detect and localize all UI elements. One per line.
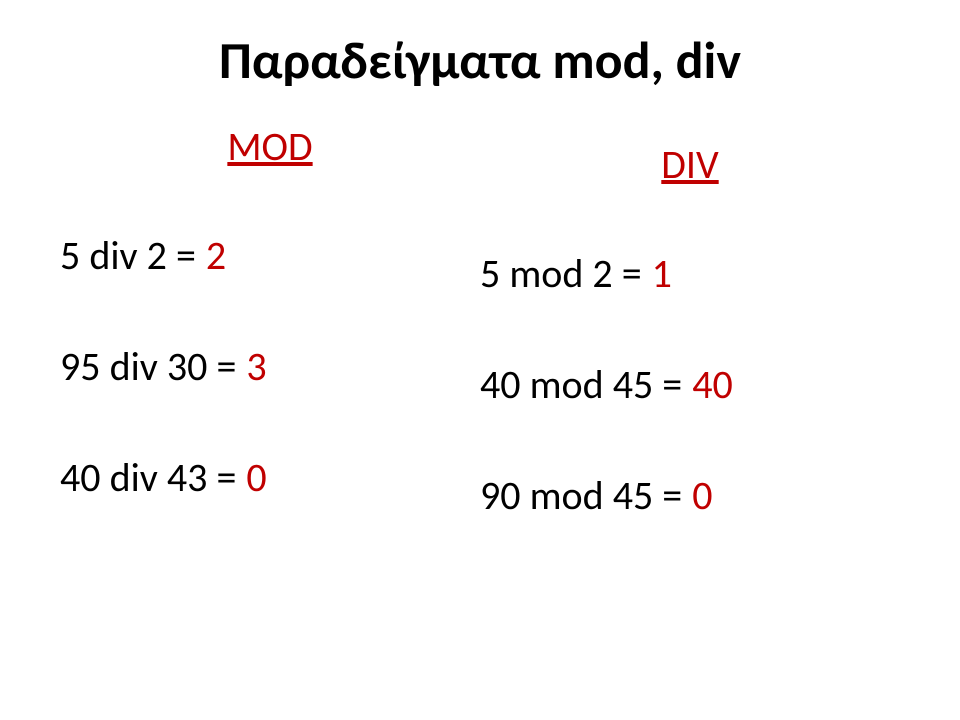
slide-title: Παραδείγματα mod, div [0, 0, 960, 122]
answer: 2 [206, 231, 226, 280]
answer: 3 [246, 342, 266, 391]
expression: 95 div 30 = [60, 342, 236, 391]
expression: 5 div 2 = [60, 231, 196, 280]
left-column: MOD 5 div 2 = 2 95 div 30 = 3 40 div 43 … [60, 122, 480, 582]
expression: 40 mod 45 = [480, 360, 682, 409]
right-column: DIV 5 mod 2 = 1 40 mod 45 = 40 90 mod 45… [480, 122, 900, 582]
expression: 90 mod 45 = [480, 471, 682, 520]
answer: 0 [692, 471, 712, 520]
left-heading: MOD [60, 122, 480, 171]
example-row: 5 div 2 = 2 [60, 231, 480, 280]
right-heading: DIV [480, 140, 900, 189]
slide: Παραδείγματα mod, div MOD 5 div 2 = 2 95… [0, 0, 960, 720]
example-row: 90 mod 45 = 0 [480, 471, 900, 520]
answer: 40 [692, 360, 733, 409]
expression: 5 mod 2 = [480, 249, 642, 298]
columns-container: MOD 5 div 2 = 2 95 div 30 = 3 40 div 43 … [0, 122, 960, 582]
example-row: 95 div 30 = 3 [60, 342, 480, 391]
example-row: 40 mod 45 = 40 [480, 360, 900, 409]
example-row: 40 div 43 = 0 [60, 453, 480, 502]
answer: 0 [246, 453, 266, 502]
expression: 40 div 43 = [60, 453, 236, 502]
example-row: 5 mod 2 = 1 [480, 249, 900, 298]
answer: 1 [652, 249, 672, 298]
